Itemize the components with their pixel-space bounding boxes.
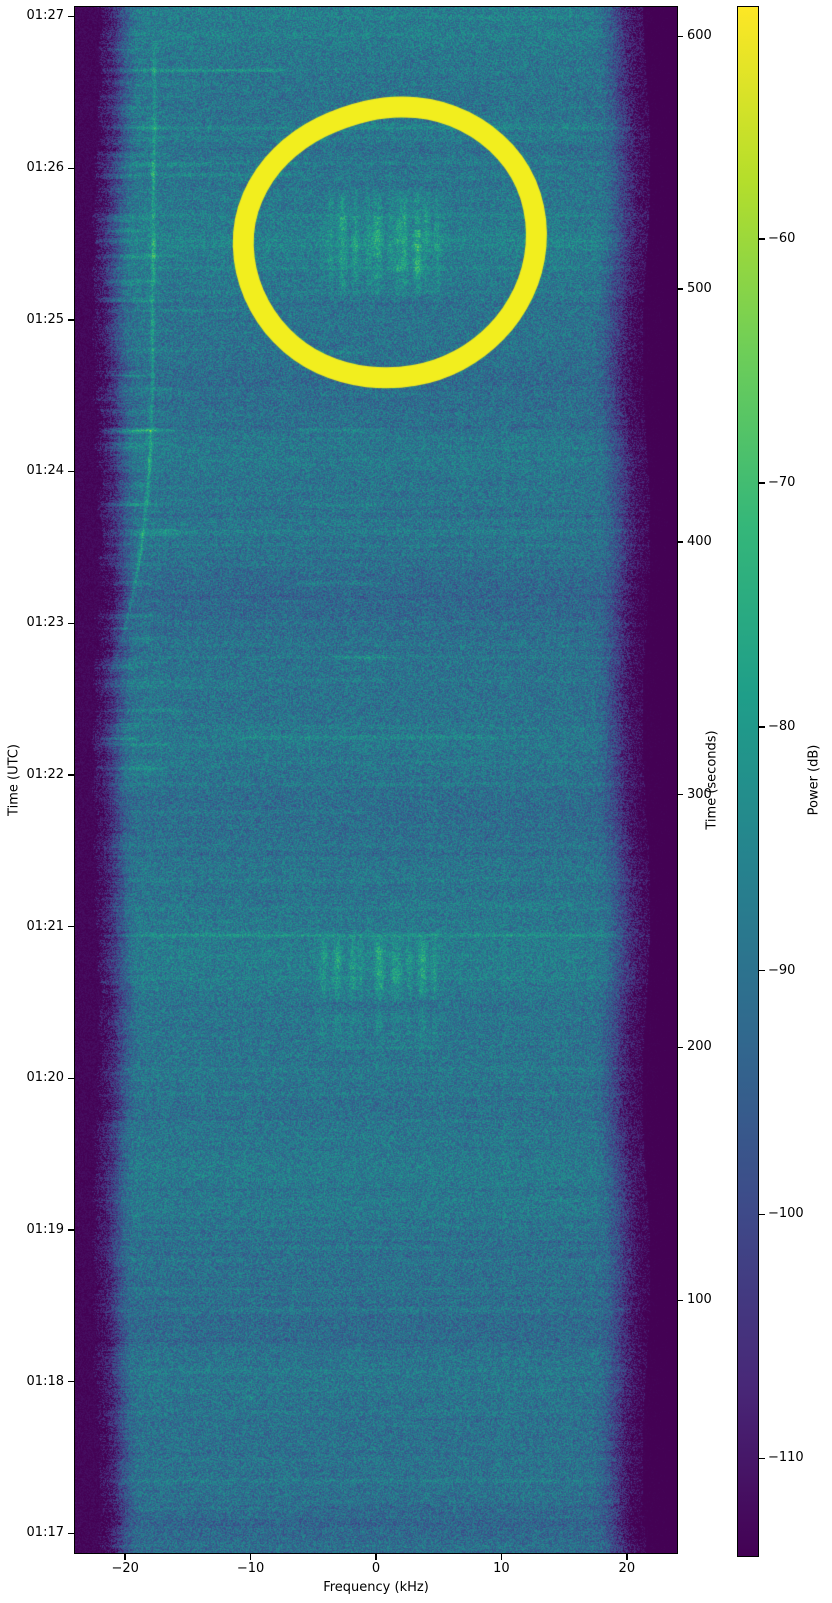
y-tick-mark-utc bbox=[68, 1381, 74, 1383]
y-tick-label-seconds: 200 bbox=[687, 1039, 712, 1055]
y-tick-mark-seconds bbox=[677, 35, 683, 37]
x-tick-mark bbox=[500, 1554, 503, 1560]
y-tick-mark-utc bbox=[68, 1229, 74, 1231]
spectrogram-plot bbox=[74, 6, 678, 1554]
y-tick-label-utc: 01:27 bbox=[26, 8, 64, 24]
colorbar-tick-label: −100 bbox=[768, 1206, 804, 1222]
y-tick-mark-utc bbox=[68, 470, 74, 473]
y-tick-label-utc: 01:25 bbox=[26, 311, 64, 327]
y-tick-label-utc: 01:19 bbox=[26, 1221, 64, 1237]
colorbar-tick-label: −80 bbox=[768, 718, 796, 734]
colorbar bbox=[737, 6, 759, 1557]
x-axis-label: Frequency (kHz) bbox=[323, 1580, 429, 1595]
y-tick-label-seconds: 600 bbox=[687, 28, 712, 44]
x-tick-mark bbox=[626, 1554, 628, 1560]
y-tick-label-seconds: 500 bbox=[687, 280, 712, 296]
y-tick-label-seconds: 300 bbox=[687, 786, 712, 802]
y-tick-label-utc: 01:22 bbox=[26, 766, 64, 782]
y-tick-label-seconds: 100 bbox=[687, 1292, 712, 1308]
y-axis-label-right: Time (seconds) bbox=[704, 730, 720, 830]
y-tick-label-utc: 01:18 bbox=[26, 1373, 64, 1389]
colorbar-tick-mark bbox=[759, 970, 765, 972]
y-tick-label-utc: 01:17 bbox=[26, 1525, 64, 1541]
x-tick-label: 20 bbox=[618, 1561, 636, 1576]
colorbar-gradient bbox=[738, 7, 758, 1556]
x-tick-mark bbox=[124, 1554, 126, 1560]
y-tick-mark-seconds bbox=[677, 794, 683, 796]
y-tick-mark-utc bbox=[68, 1532, 74, 1535]
colorbar-tick-label: −70 bbox=[768, 474, 796, 490]
x-tick-label: 10 bbox=[493, 1561, 510, 1576]
y-tick-mark-utc bbox=[68, 774, 74, 776]
y-tick-label-utc: 01:24 bbox=[26, 463, 64, 479]
y-tick-label-utc: 01:21 bbox=[26, 918, 64, 934]
x-tick-mark bbox=[249, 1554, 252, 1560]
colorbar-label: Power (dB) bbox=[806, 744, 822, 816]
colorbar-tick-mark bbox=[759, 238, 765, 240]
colorbar-tick-label: −90 bbox=[768, 962, 796, 978]
y-tick-mark-utc bbox=[68, 167, 74, 169]
y-tick-label-utc: 01:20 bbox=[26, 1070, 64, 1086]
y-tick-mark-seconds bbox=[677, 288, 683, 290]
y-tick-mark-seconds bbox=[677, 1299, 683, 1302]
colorbar-tick-mark bbox=[759, 1213, 765, 1216]
colorbar-tick-label: −110 bbox=[768, 1450, 804, 1466]
y-tick-mark-utc bbox=[68, 1077, 74, 1080]
y-tick-mark-seconds bbox=[677, 1046, 683, 1049]
y-tick-mark-utc bbox=[68, 15, 74, 18]
spectrogram-canvas bbox=[75, 7, 677, 1553]
y-tick-label-utc: 01:26 bbox=[26, 160, 64, 176]
x-tick-mark bbox=[375, 1554, 377, 1560]
y-tick-mark-utc bbox=[68, 926, 74, 928]
y-tick-mark-utc bbox=[68, 622, 74, 624]
colorbar-tick-label: −60 bbox=[768, 230, 796, 246]
colorbar-tick-mark bbox=[759, 726, 765, 728]
y-tick-mark-utc bbox=[68, 319, 74, 321]
colorbar-tick-mark bbox=[759, 1457, 765, 1460]
x-tick-label: 0 bbox=[371, 1561, 381, 1576]
x-tick-label: −10 bbox=[236, 1561, 265, 1576]
y-tick-label-utc: 01:23 bbox=[26, 615, 64, 631]
x-tick-label: −20 bbox=[111, 1561, 139, 1576]
colorbar-tick-mark bbox=[759, 482, 765, 484]
y-tick-label-seconds: 400 bbox=[687, 533, 712, 549]
y-tick-mark-seconds bbox=[677, 541, 683, 543]
